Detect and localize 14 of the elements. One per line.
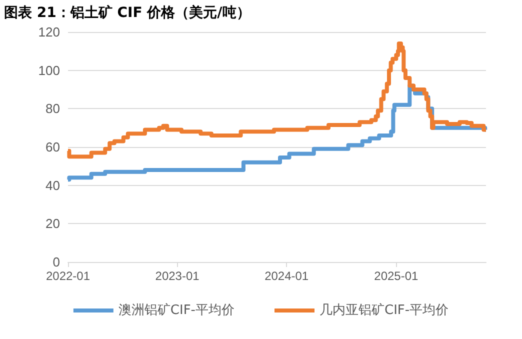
y-tick-label: 100: [38, 62, 60, 78]
x-tick-label: 2025-01: [374, 269, 419, 283]
y-tick-label: 60: [46, 140, 60, 154]
y-tick-label: 20: [46, 216, 60, 232]
legend-label: 澳洲铝矿CIF-平均价: [118, 303, 235, 318]
legend-label: 几内亚铝矿CIF-平均价: [320, 303, 449, 318]
y-tick-label: 40: [46, 178, 60, 193]
y-tick-label: 0: [52, 254, 60, 270]
x-tick-label: 2024-01: [264, 269, 309, 283]
x-tick-label: 2023-01: [155, 269, 200, 283]
x-tick-label: 2022-01: [46, 269, 90, 283]
chart-title: 图表 21：铝土矿 CIF 价格（美元/吨）: [4, 4, 250, 22]
y-tick-label: 120: [38, 24, 60, 40]
y-tick-label: 80: [46, 101, 60, 116]
